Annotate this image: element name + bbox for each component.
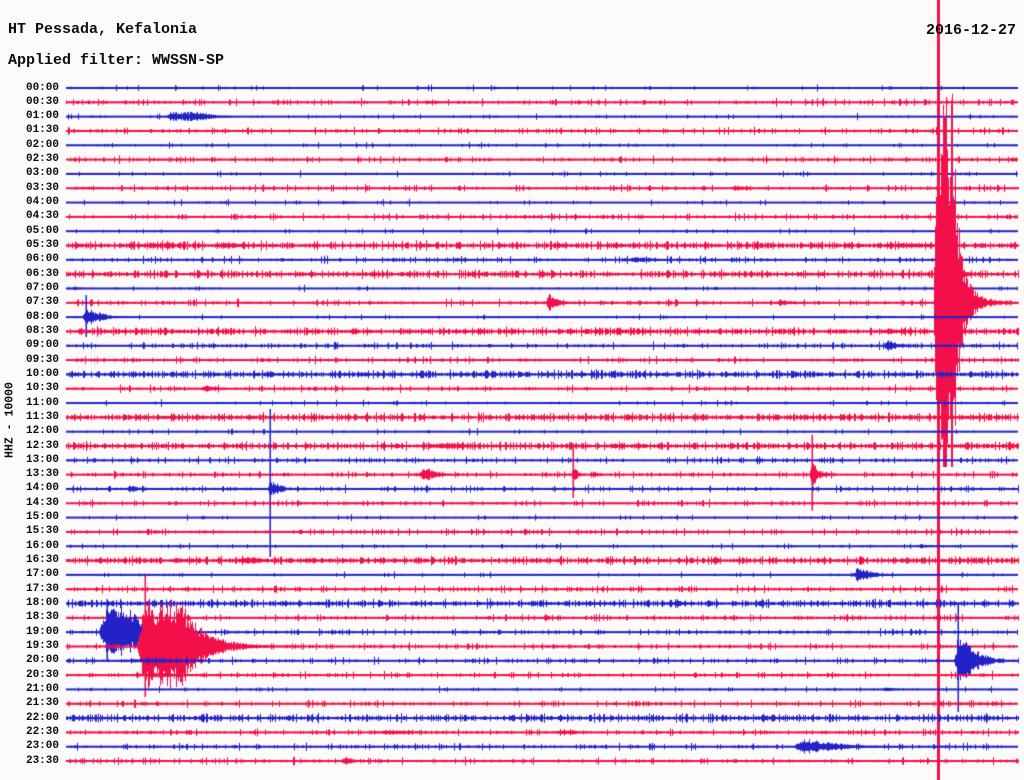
time-label: 19:30 [25, 639, 59, 652]
time-label: 05:00 [25, 224, 59, 237]
time-label: 12:00 [25, 425, 59, 438]
time-label: 18:00 [25, 597, 59, 610]
time-label: 13:30 [25, 468, 59, 481]
time-label: 06:30 [25, 267, 59, 280]
time-label: 23:00 [25, 740, 59, 753]
time-label: 15:00 [25, 511, 59, 524]
time-label: 21:30 [25, 697, 59, 710]
time-label: 19:00 [25, 625, 59, 638]
time-label: 05:30 [25, 239, 59, 252]
station-title: HT Pessada, Kefalonia [8, 21, 198, 38]
time-label: 16:30 [25, 554, 59, 567]
time-label: 02:30 [25, 153, 59, 166]
time-label: 10:00 [25, 367, 59, 380]
time-label: 08:00 [25, 310, 59, 323]
time-label: 07:00 [25, 281, 59, 294]
time-label: 22:00 [25, 711, 59, 724]
time-label: 13:00 [25, 453, 59, 466]
time-label: 18:30 [25, 611, 59, 624]
time-label: 17:30 [25, 582, 59, 595]
time-label: 22:30 [25, 725, 59, 738]
time-label: 00:30 [25, 95, 59, 108]
time-label: 20:00 [25, 654, 59, 667]
time-label: 01:00 [25, 110, 59, 123]
time-label: 14:00 [25, 482, 59, 495]
time-label: 08:30 [25, 324, 59, 337]
time-label: 03:00 [25, 167, 59, 180]
time-label: 16:00 [25, 539, 59, 552]
time-label: 10:30 [25, 382, 59, 395]
time-label: 11:30 [25, 410, 59, 423]
time-label: 04:30 [25, 210, 59, 223]
time-label: 01:30 [25, 124, 59, 137]
time-label: 07:30 [25, 296, 59, 309]
time-label: 09:30 [25, 353, 59, 366]
time-label: 00:00 [25, 81, 59, 94]
time-label: 14:30 [25, 496, 59, 509]
time-label: 20:30 [25, 668, 59, 681]
time-label: 11:00 [25, 396, 59, 409]
time-label: 04:00 [25, 196, 59, 209]
time-label: 02:00 [25, 138, 59, 151]
time-label: 06:00 [25, 253, 59, 266]
applied-filter-label: Applied filter: WWSSN-SP [8, 52, 225, 69]
time-label: 23:30 [25, 754, 59, 767]
time-label: 09:00 [25, 339, 59, 352]
date-label: 2016-12-27 [925, 22, 1016, 39]
time-label: 03:30 [25, 181, 59, 194]
time-label: 17:00 [25, 568, 59, 581]
time-label: 21:00 [25, 682, 59, 695]
time-label: 15:30 [25, 525, 59, 538]
time-label: 12:30 [25, 439, 59, 452]
